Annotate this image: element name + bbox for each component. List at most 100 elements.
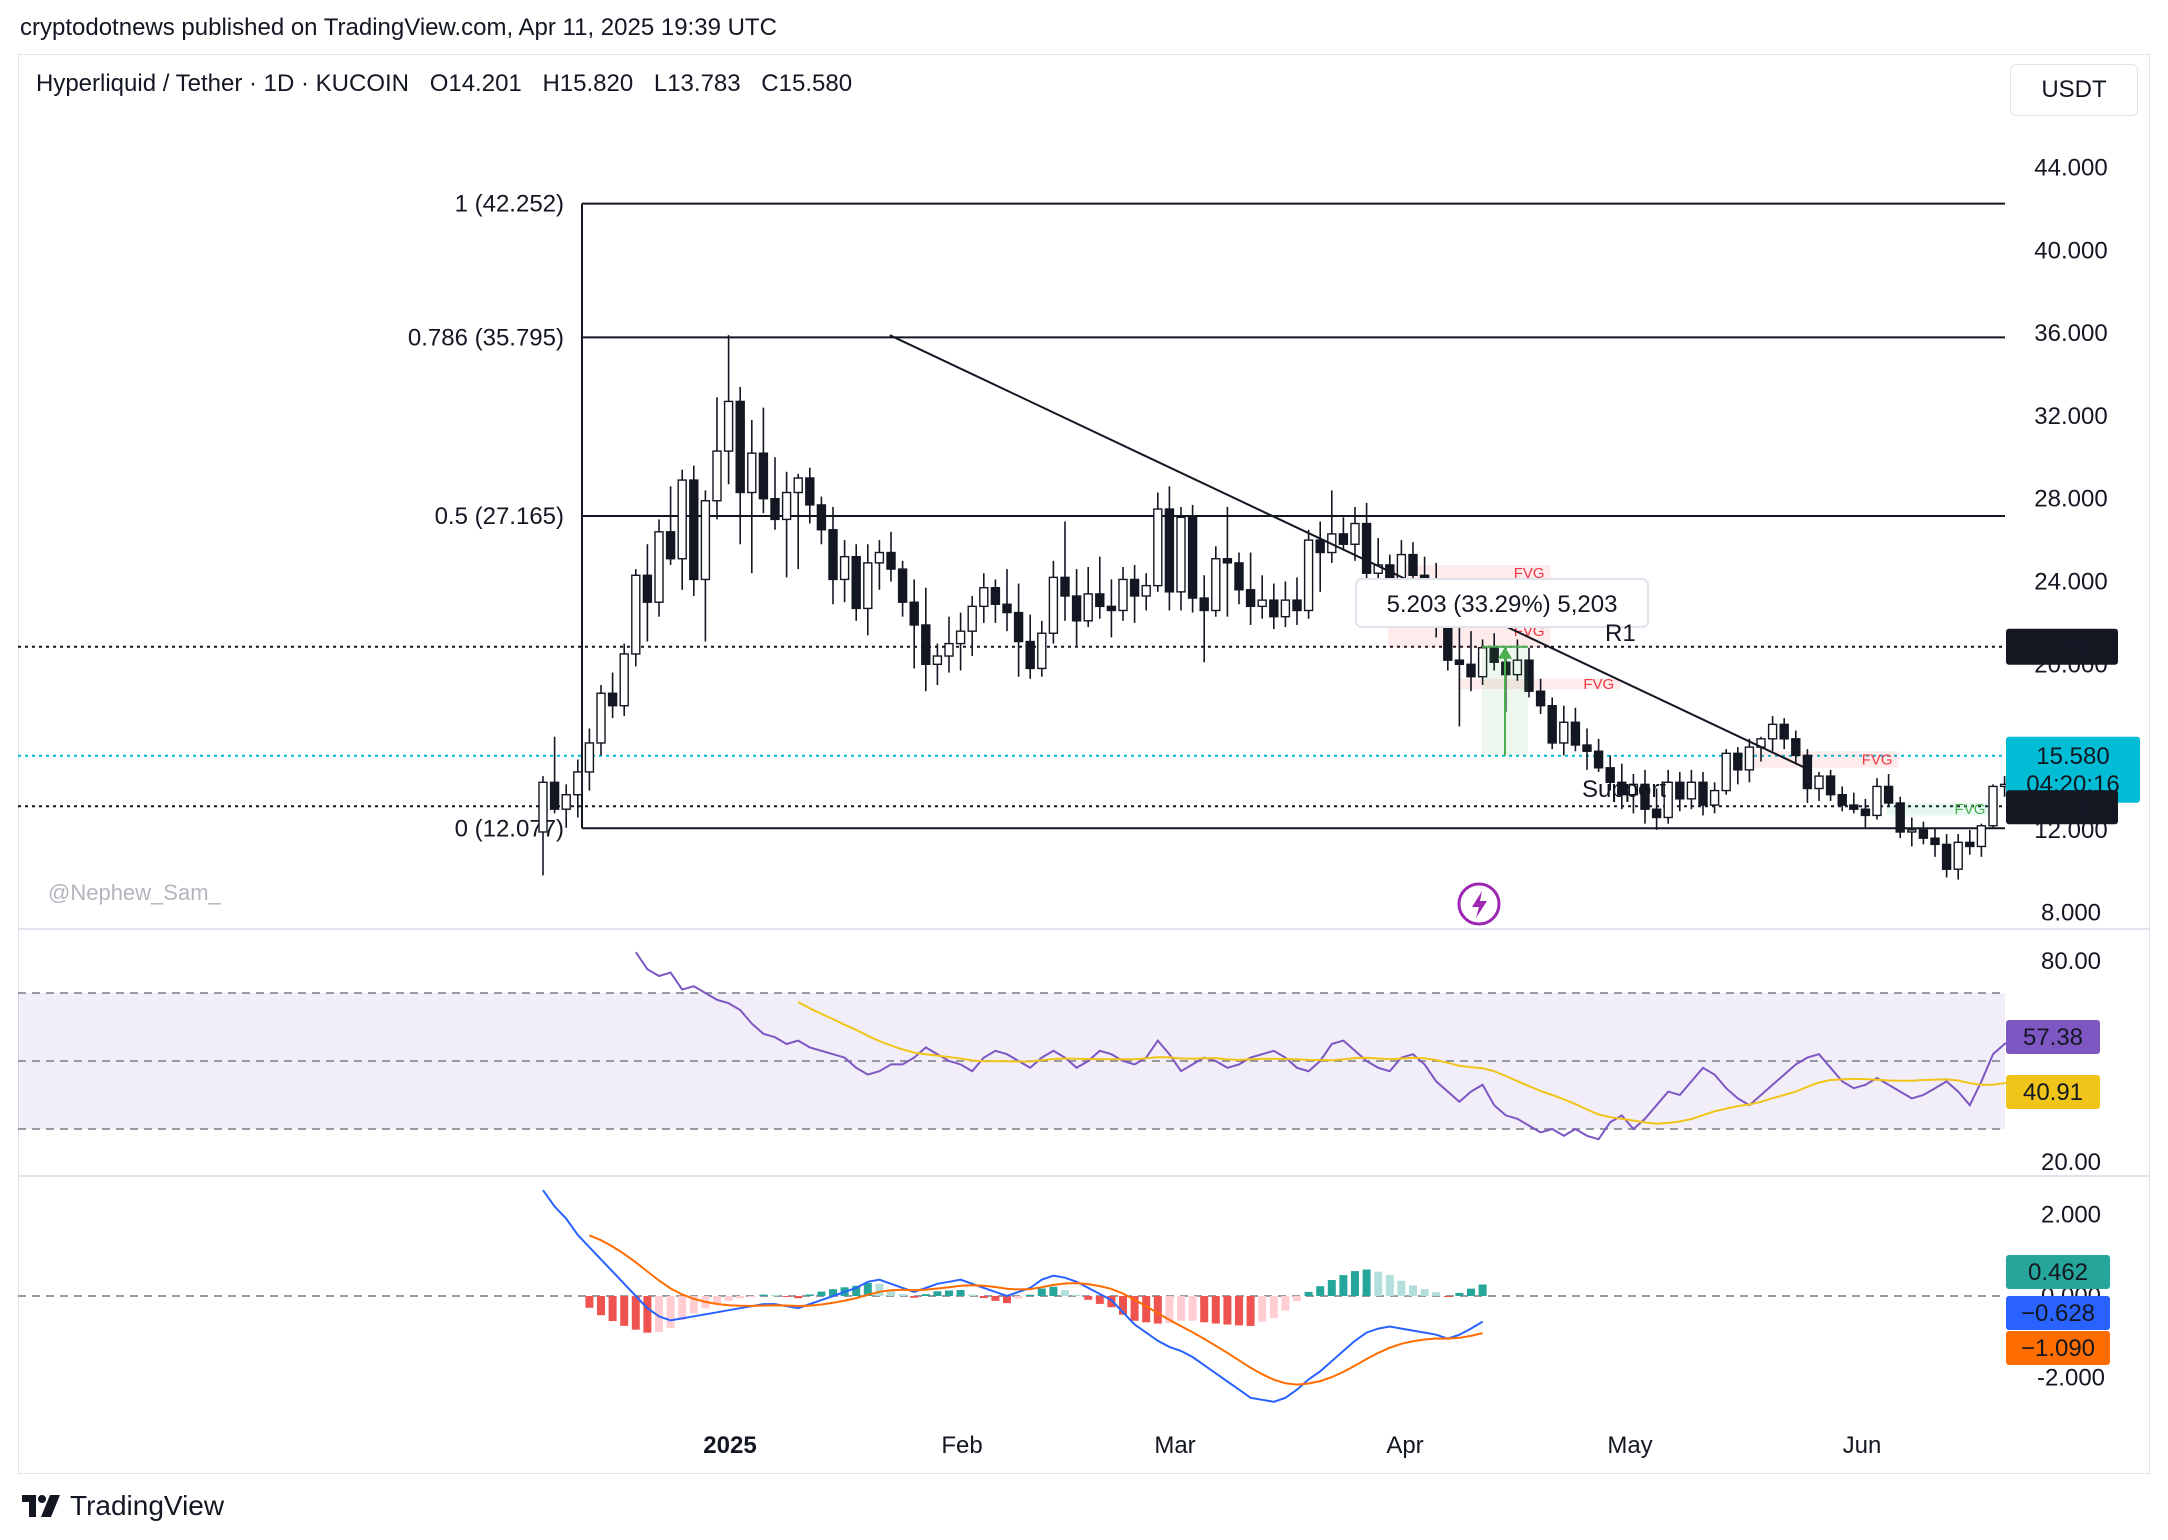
y-tick-label: 32.000 [2034,403,2107,430]
x-tick-label: Jun [1843,1432,1882,1459]
legend-close: C15.580 [761,70,853,97]
candle-body [874,551,885,564]
macd-histogram-bar [1258,1296,1267,1322]
candle-body [1814,775,1824,790]
macd-histogram-bar [875,1283,884,1296]
candle-body [1025,640,1035,670]
rsi-tick-label: 20.00 [2041,1149,2101,1176]
macd-histogram-bar [1072,1294,1081,1296]
candle-body [1709,789,1720,806]
macd-histogram-bar [1269,1296,1278,1319]
candle-body [1965,841,1975,848]
candle-body [1129,578,1140,597]
candle-body [1895,802,1905,833]
tradingview-logo[interactable]: TradingView [22,1490,224,1522]
price-tag-label: 20.850 [2025,635,2098,662]
candle-body [1280,599,1291,618]
y-tick-label: 28.000 [2034,486,2107,513]
x-tick-label: 2025 [703,1432,756,1459]
macd-histogram-bar [1467,1288,1475,1296]
candle-body [1234,562,1244,591]
candle-body [1883,785,1894,804]
currency-button[interactable]: USDT [2010,64,2138,116]
candle-body [897,568,908,603]
measure-arrow-head [1498,646,1512,659]
macd-histogram-bar [887,1289,895,1296]
macd-histogram-bar [968,1294,977,1296]
candle-body [689,479,699,581]
candle-body [816,504,827,531]
candle-body [1860,808,1871,817]
candle-body [1524,659,1534,692]
macd-histogram-bar [1119,1296,1127,1315]
support-label: Support [1582,776,1666,803]
candle-body [1617,781,1627,796]
candle-body [1930,837,1940,846]
macd-histogram-bar [1014,1296,1023,1299]
chart-frame [18,54,2150,1474]
candle-body [538,781,548,833]
candle-body [1477,647,1488,678]
candle-body [851,555,861,610]
macd-histogram-bar [1432,1292,1441,1296]
fvg-zone [1457,678,1621,690]
candle-body [1953,841,1963,870]
macd-histogram-bar [1003,1296,1011,1304]
candle-body [1686,781,1697,800]
candle-body [561,794,571,810]
macd-histogram-bar [1246,1296,1255,1326]
candle-body [1988,785,1998,827]
macd-value-label: 0.462 [2028,1259,2088,1286]
macd-histogram-bar [805,1294,814,1296]
macd-histogram-bar [1165,1296,1174,1323]
candle-body [1767,723,1778,740]
macd-histogram-bar [1037,1288,1046,1296]
current-price-tag [2006,736,2140,803]
y-tick-label: 8.000 [2041,900,2101,927]
macd-histogram-bar [829,1289,837,1296]
macd-histogram-bar [1130,1296,1139,1321]
y-tick-label: 24.000 [2034,569,2107,596]
candle-body [1466,663,1476,678]
macd-histogram-bar [724,1296,733,1301]
macd-histogram-bar [1235,1296,1243,1326]
macd-histogram-bar [597,1296,605,1316]
macd-value-label: −1.090 [2021,1335,2095,1362]
candle-body [712,450,722,502]
candle-body [770,498,780,521]
price-tag-box [2006,790,2118,825]
candle-body [1013,611,1024,643]
macd-histogram-bar [945,1290,953,1296]
macd-histogram-bar [689,1296,698,1314]
candle-body [1512,659,1523,676]
macd-histogram-bar [1177,1296,1185,1321]
candle-body [758,452,769,500]
macd-histogram-bar [620,1296,629,1326]
macd-line [542,1189,1484,1403]
macd-histogram-bar [1153,1296,1162,1324]
fvg-zone [1887,802,1992,816]
measure-box [1355,578,1649,628]
macd-value-tag [2006,1296,2110,1330]
candle-body [1338,533,1349,545]
macd-tick-label: 2.000 [2041,1202,2101,1229]
macd-histogram-bar [1339,1275,1348,1296]
x-tick-label: Feb [941,1432,982,1459]
candle-body [1547,705,1557,744]
macd-histogram-bar [863,1282,872,1296]
candle-body [1141,584,1151,597]
candle-body [1211,558,1221,612]
candle-body [631,574,641,655]
macd-histogram-bar [1095,1296,1104,1304]
fvg-label: FVG [1955,801,1986,818]
candle-body [1779,723,1789,740]
symbol-title[interactable]: Hyperliquid / Tether · 1D · KUCOIN [36,70,410,97]
macd-histogram-bar [1385,1274,1394,1296]
macd-histogram-bar [1397,1280,1406,1296]
candle-body [828,529,838,581]
macd-histogram-bar [1061,1290,1069,1296]
candle-body [1303,539,1314,612]
candle-body [747,452,757,494]
macd-histogram-bar [1084,1296,1093,1300]
